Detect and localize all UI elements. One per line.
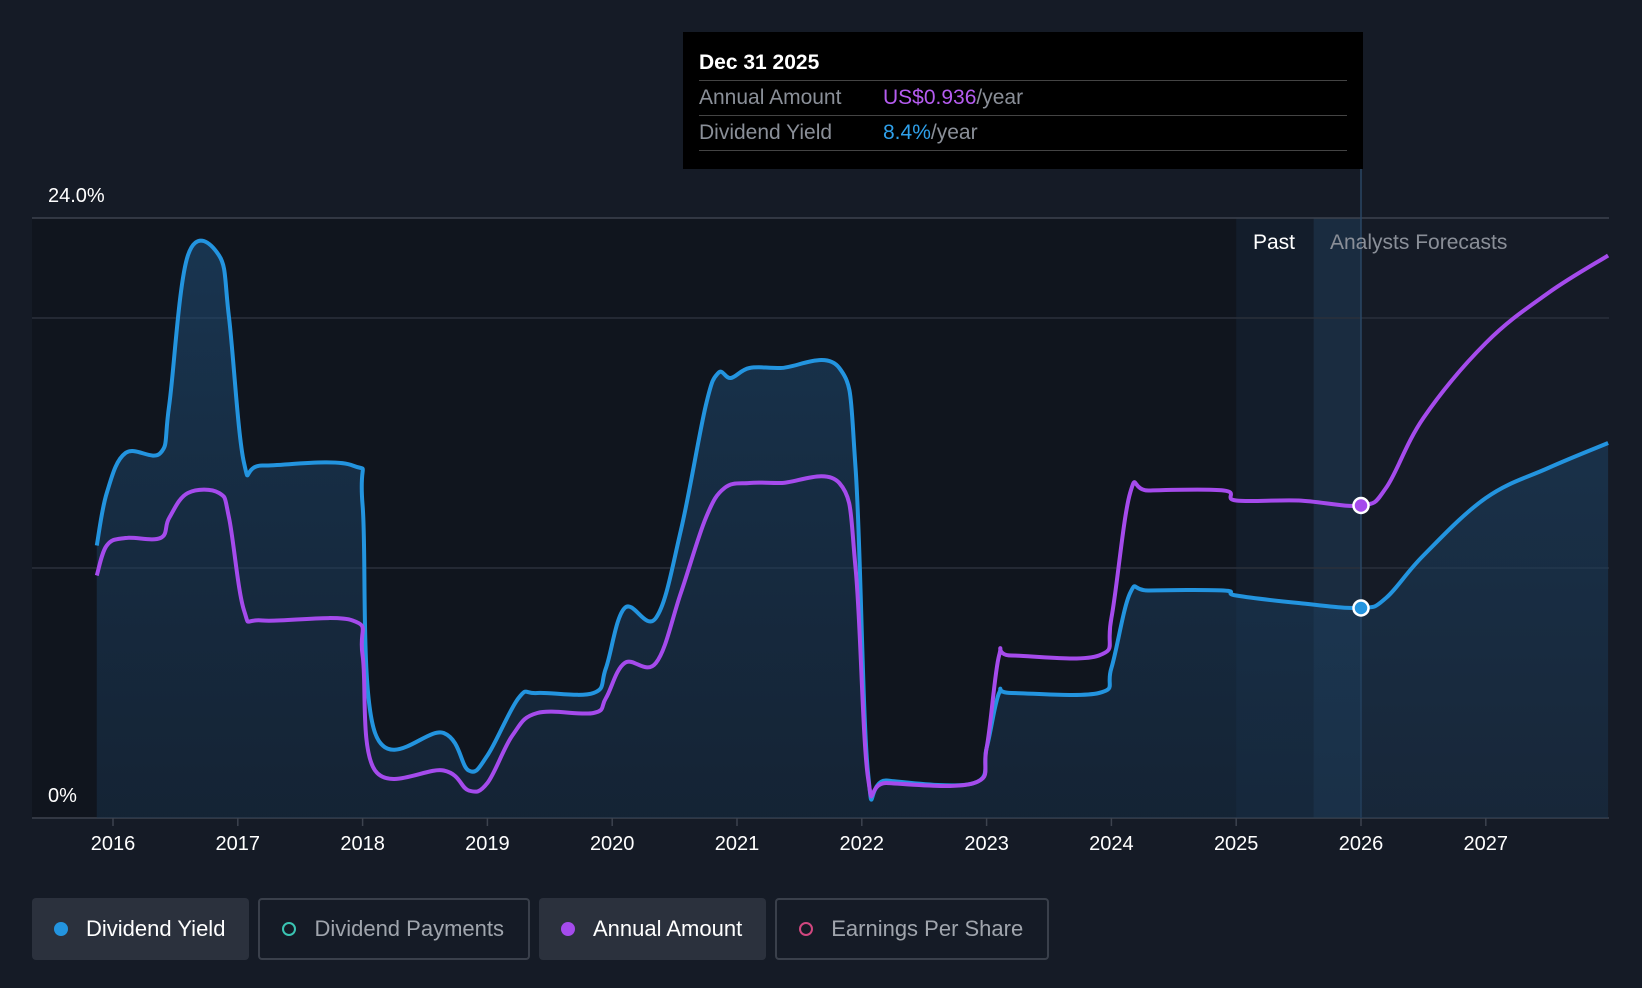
legend-label: Earnings Per Share [831,916,1024,941]
legend-label: Annual Amount [592,916,743,941]
x-tick-label: 2018 [340,833,385,855]
tooltip-unit: /year [930,121,978,144]
dividend-yield-marker [1352,599,1370,617]
x-tick-label: 2023 [964,833,1009,855]
tooltip-label: Annual Amount [699,86,842,109]
tooltip-value: 8.4% [883,121,931,144]
x-tick-label: 2027 [1464,833,1509,855]
legend-toggle-dividend-payments[interactable]: Dividend Payments [258,898,530,960]
past-label: Past [1253,231,1295,254]
tooltip-value: US$0.936 [883,86,977,109]
x-tick-label: 2017 [216,833,261,855]
dividend-yield-line [94,238,1609,802]
chart-tooltip: Dec 31 2025 Annual Amount US$0.936 /year… [683,32,1363,169]
annual-amount-line [94,253,1610,799]
tooltip-unit: /year [976,86,1024,109]
tooltip-date: Dec 31 2025 [699,46,1347,81]
legend-toggle-earnings-per-share[interactable]: Earnings Per Share [775,898,1050,960]
hollow-dot-icon [799,922,814,936]
y-tick-label: 24.0% [48,185,105,207]
legend-label: Dividend Payments [314,916,504,941]
legend-label: Dividend Yield [86,916,226,941]
tooltip-row-dividend-yield: Dividend Yield 8.4% /year [699,116,1347,151]
x-tick-label: 2026 [1339,833,1384,855]
forecast-label: Analysts Forecasts [1330,231,1507,254]
annual-amount-marker [1352,496,1370,515]
legend-toggle-dividend-yield[interactable]: Dividend Yield [32,898,250,960]
x-tick-label: 2019 [465,833,510,855]
y-tick-label: 0% [48,785,77,807]
filled-dot-icon [560,922,575,936]
x-tick-label: 2021 [715,833,760,855]
x-tick-label: 2025 [1214,833,1259,855]
x-tick-label: 2016 [91,833,136,855]
filled-dot-icon [54,922,68,936]
x-tick-label: 2024 [1089,833,1134,855]
legend-toggle-annual-amount[interactable]: Annual Amount [538,898,767,960]
x-tick-label: 2022 [840,833,885,855]
tooltip-label: Dividend Yield [699,121,833,144]
hollow-dot-icon [282,922,297,936]
tooltip-row-annual-amount: Annual Amount US$0.936 /year [699,81,1347,116]
x-tick-label: 2020 [590,833,635,855]
chart-legend: Dividend Yield Dividend Payments Annual … [32,898,1058,960]
